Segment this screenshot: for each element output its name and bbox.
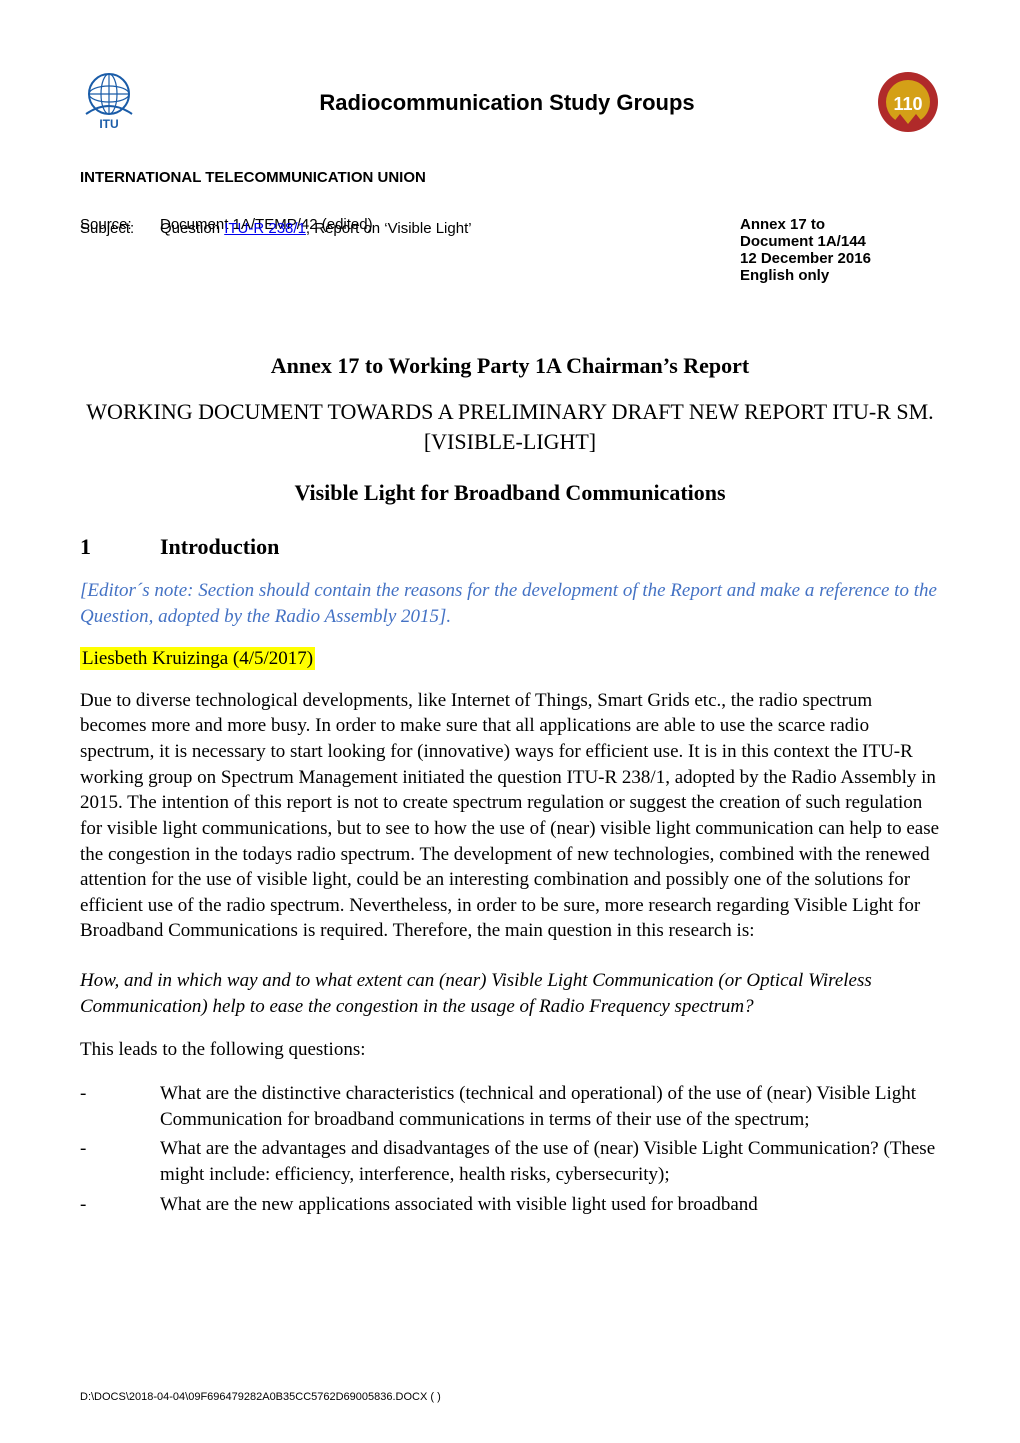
lang-line: English only bbox=[740, 267, 940, 284]
highlight-wrap: Liesbeth Kruizinga (4/5/2017) bbox=[80, 648, 940, 670]
topic-title: Visible Light for Broadband Communicatio… bbox=[80, 480, 940, 506]
section-1-title: Introduction bbox=[160, 534, 279, 559]
subject-label: Subject: bbox=[80, 220, 150, 237]
section-1-number: 1 bbox=[80, 534, 160, 560]
anniversary-badge: 110 bbox=[876, 70, 940, 139]
header-title-wrap: Radiocommunication Study Groups bbox=[138, 70, 876, 116]
itu-logo-icon: ITU bbox=[80, 70, 138, 132]
intro-paragraph: Due to diverse technological development… bbox=[80, 688, 940, 944]
anniversary-badge-icon: 110 bbox=[876, 70, 940, 134]
org-name: INTERNATIONAL TELECOMMUNICATION UNION bbox=[80, 169, 940, 186]
highlight-author: Liesbeth Kruizinga (4/5/2017) bbox=[80, 647, 315, 670]
meta-right-block: Annex 17 to Document 1A/144 12 December … bbox=[740, 216, 940, 284]
bullet-item: - What are the distinctive characteristi… bbox=[80, 1081, 940, 1132]
annex-line: Annex 17 to bbox=[740, 216, 940, 233]
section-1-heading: 1Introduction bbox=[80, 534, 940, 560]
annex-title: Annex 17 to Working Party 1A Chairman’s … bbox=[80, 353, 940, 379]
bullet-text: What are the new applications associated… bbox=[160, 1192, 940, 1218]
itu-logo: ITU bbox=[80, 70, 138, 137]
bullet-text: What are the advantages and disadvantage… bbox=[160, 1136, 940, 1187]
meta-subject-left: Subject: Question ITU-R 238/1, Report on… bbox=[80, 220, 472, 237]
page: ITU Radiocommunication Study Groups 110 … bbox=[0, 0, 1020, 1443]
subject-link[interactable]: ITU-R 238/1 bbox=[224, 220, 306, 237]
editor-note: [Editor´s note: Section should contain t… bbox=[80, 578, 940, 629]
footer-file-path: D:\DOCS\2018-04-04\09F696479282A0B35CC57… bbox=[80, 1391, 441, 1403]
date-line: 12 December 2016 bbox=[740, 250, 940, 267]
bullet-dash: - bbox=[80, 1136, 160, 1187]
leadin-text: This leads to the following questions: bbox=[80, 1037, 940, 1063]
working-doc-title: WORKING DOCUMENT TOWARDS A PRELIMINARY D… bbox=[80, 397, 940, 456]
subject-suffix: , Report on ‘Visible Light’ bbox=[306, 220, 472, 237]
subject-value: Question ITU-R 238/1, Report on ‘Visible… bbox=[160, 220, 472, 237]
bullet-item: - What are the new applications associat… bbox=[80, 1192, 940, 1218]
bullet-item: - What are the advantages and disadvanta… bbox=[80, 1136, 940, 1187]
study-groups-title: Radiocommunication Study Groups bbox=[319, 90, 694, 115]
doc-line: Document 1A/144 bbox=[740, 233, 940, 250]
svg-text:ITU: ITU bbox=[99, 117, 118, 131]
bullet-text: What are the distinctive characteristics… bbox=[160, 1081, 940, 1132]
subject-prefix: Question bbox=[160, 220, 224, 237]
research-question: How, and in which way and to what extent… bbox=[80, 968, 940, 1019]
bullet-dash: - bbox=[80, 1192, 160, 1218]
header-row: ITU Radiocommunication Study Groups 110 bbox=[80, 70, 940, 139]
bullet-dash: - bbox=[80, 1081, 160, 1132]
svg-text:110: 110 bbox=[893, 94, 922, 114]
